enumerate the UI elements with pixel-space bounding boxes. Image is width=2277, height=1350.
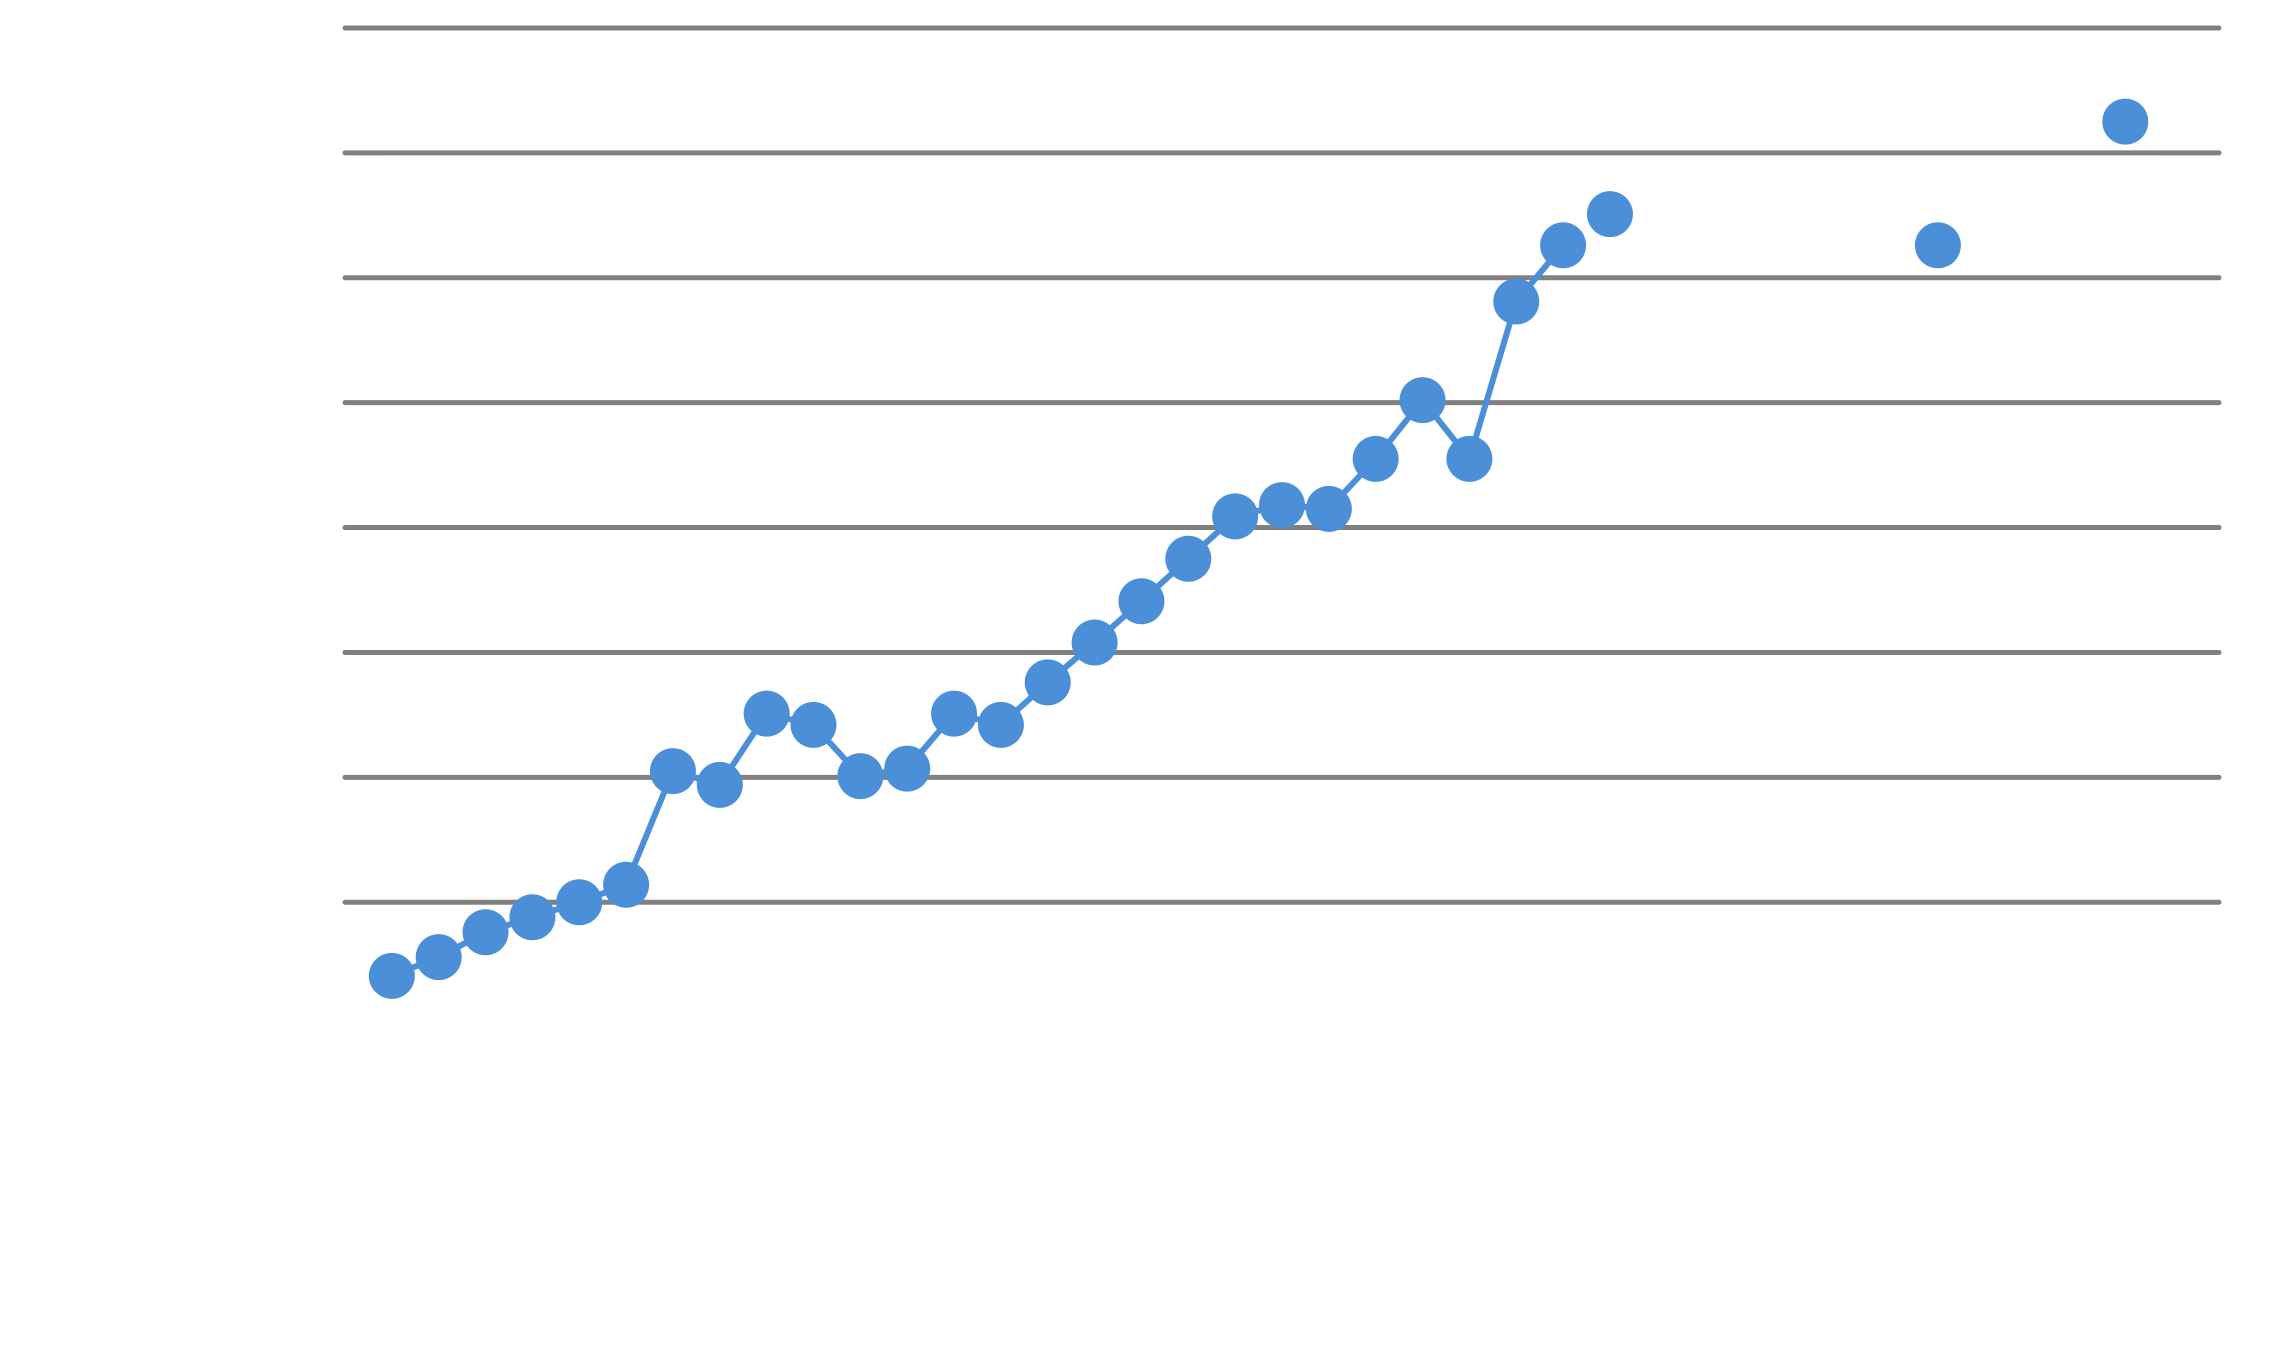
gridlines <box>342 25 2222 905</box>
data-point <box>1914 222 1961 269</box>
data-point <box>1259 482 1305 529</box>
data-point <box>603 861 650 908</box>
series-lines <box>390 243 1566 979</box>
data-point <box>2102 98 2149 145</box>
data-point <box>743 690 790 737</box>
data-point <box>1165 535 1212 582</box>
data-point <box>368 952 415 999</box>
series-points <box>368 98 2149 999</box>
data-point <box>1118 578 1165 625</box>
data-point <box>837 753 884 800</box>
data-point <box>509 894 556 941</box>
data-point <box>1399 377 1446 424</box>
data-point <box>977 701 1024 748</box>
data-point <box>556 879 603 926</box>
data-point <box>1305 485 1352 532</box>
data-point <box>696 761 743 808</box>
data-point <box>1586 191 1633 238</box>
data-point <box>884 745 931 792</box>
data-point <box>415 934 462 981</box>
data-point <box>1071 619 1118 666</box>
data-point <box>1446 435 1493 482</box>
data-point <box>649 748 696 795</box>
data-point <box>931 690 978 737</box>
data-point <box>1352 435 1399 482</box>
data-point <box>1212 493 1259 540</box>
data-point <box>1493 278 1540 325</box>
data-point <box>1024 659 1071 706</box>
data-point <box>462 909 509 956</box>
data-point <box>790 701 837 748</box>
series-line <box>390 243 1566 979</box>
data-point <box>1540 222 1587 269</box>
